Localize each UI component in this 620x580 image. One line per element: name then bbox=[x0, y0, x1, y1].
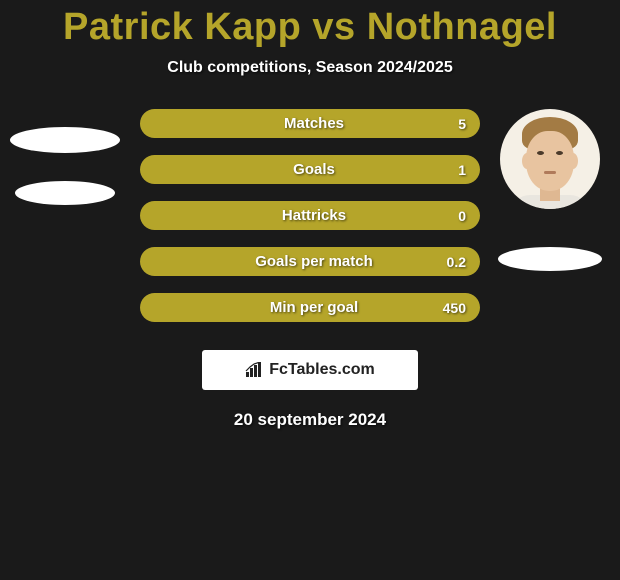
player-left-badge-placeholder bbox=[15, 181, 115, 205]
stat-value-right: 450 bbox=[443, 300, 466, 316]
date-text: 20 september 2024 bbox=[0, 410, 620, 430]
stat-value-right: 0 bbox=[458, 208, 466, 224]
player-right-avatar bbox=[500, 109, 600, 209]
player-right-column bbox=[490, 109, 610, 271]
stat-bar: Min per goal 450 bbox=[140, 293, 480, 322]
stat-bar: Goals per match 0.2 bbox=[140, 247, 480, 276]
stat-bar: Goals 1 bbox=[140, 155, 480, 184]
player-right-badge-placeholder bbox=[498, 247, 602, 271]
stat-value-right: 0.2 bbox=[447, 254, 466, 270]
stat-label: Hattricks bbox=[282, 207, 346, 224]
content-area: Matches 5 Goals 1 Hattricks 0 Goals per match 0… bbox=[0, 109, 620, 322]
bar-chart-icon bbox=[245, 362, 265, 378]
stat-label: Matches bbox=[284, 115, 344, 132]
stat-value-right: 1 bbox=[458, 162, 466, 178]
stat-label: Goals per match bbox=[255, 253, 373, 270]
stat-label: Goals bbox=[293, 161, 335, 178]
comparison-card: Patrick Kapp vs Nothnagel Club competiti… bbox=[0, 0, 620, 580]
stat-bar: Hattricks 0 bbox=[140, 201, 480, 230]
player-left-column bbox=[0, 109, 130, 205]
subtitle: Club competitions, Season 2024/2025 bbox=[0, 59, 620, 77]
player-left-avatar-placeholder bbox=[10, 127, 120, 153]
stat-bars: Matches 5 Goals 1 Hattricks 0 Goals per match 0… bbox=[140, 109, 480, 322]
stat-bar: Matches 5 bbox=[140, 109, 480, 138]
page-title: Patrick Kapp vs Nothnagel bbox=[0, 0, 620, 49]
avatar-face-icon bbox=[500, 109, 600, 209]
brand-badge[interactable]: FcTables.com bbox=[202, 350, 418, 390]
brand-text: FcTables.com bbox=[269, 361, 375, 379]
stat-value-right: 5 bbox=[458, 116, 466, 132]
stat-label: Min per goal bbox=[270, 299, 358, 316]
